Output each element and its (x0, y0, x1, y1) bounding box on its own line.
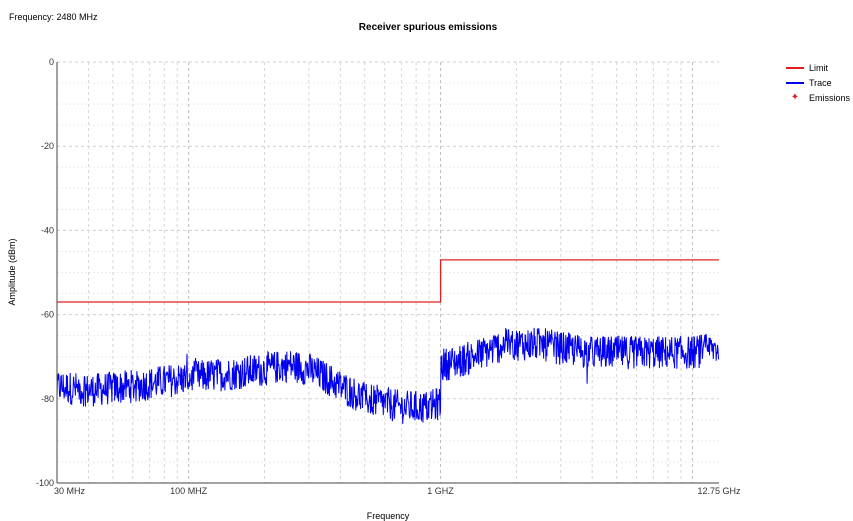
x-tick-label: 12.75 GHz (697, 486, 741, 496)
legend-label-trace: Trace (809, 77, 832, 88)
frequency-note: Frequency: 2480 MHz (9, 12, 98, 22)
plot-background (57, 62, 719, 483)
y-tick-label: 0 (49, 57, 54, 67)
legend: Limit Trace ✦ Emissions (786, 60, 850, 105)
legend-item-limit[interactable]: Limit (786, 60, 850, 75)
y-tick-label: -20 (41, 141, 54, 151)
y-tick-label: -60 (41, 310, 54, 320)
chart-title: Receiver spurious emissions (358, 22, 498, 33)
legend-swatch-trace (786, 81, 804, 84)
legend-marker-emissions: ✦ (790, 91, 800, 103)
x-tick-label: 1 GHZ (427, 486, 454, 496)
x-tick-label: 30 MHz (54, 486, 86, 496)
legend-swatch-limit (786, 66, 804, 69)
legend-label-limit: Limit (809, 62, 829, 73)
series-layer (56, 259, 720, 424)
legend-label-emissions: Emissions (809, 92, 851, 103)
y-tick-label: -80 (41, 394, 54, 404)
x-tick-label: 100 MHZ (170, 486, 208, 496)
legend-item-trace[interactable]: Trace (786, 75, 850, 90)
y-axis-title: Amplitude (dBm) (7, 238, 17, 306)
legend-item-emissions[interactable]: ✦ Emissions (786, 90, 850, 105)
y-tick-label: -40 (41, 225, 54, 235)
trace-series-line (56, 327, 720, 424)
x-axis-title: Frequency (366, 511, 410, 521)
y-tick-label: -100 (36, 478, 54, 488)
limit-series-line (57, 259, 719, 303)
